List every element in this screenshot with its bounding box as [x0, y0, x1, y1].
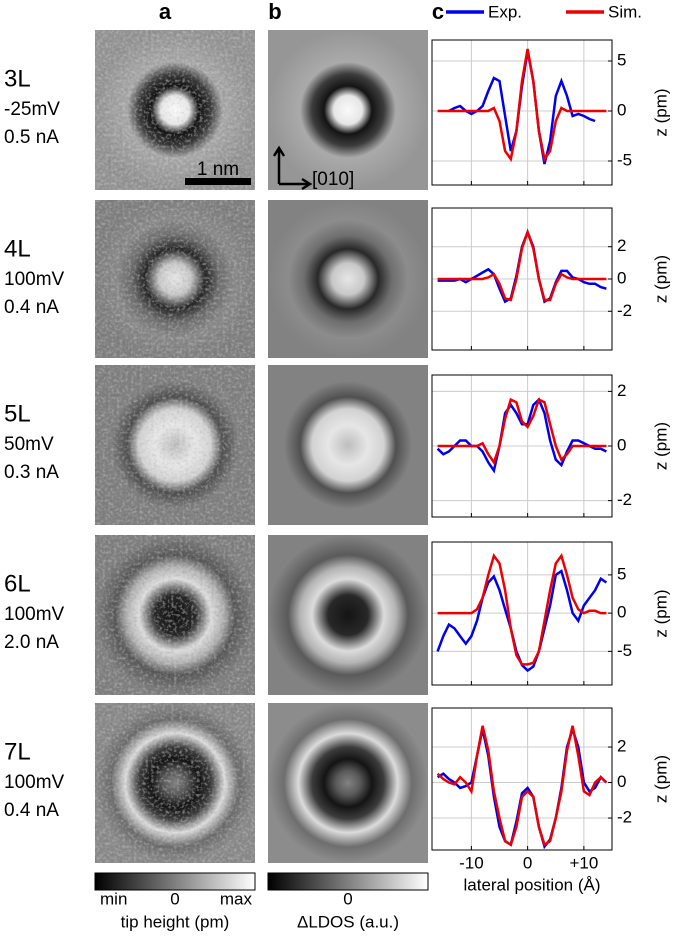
y-axis-label: z (pm): [651, 88, 670, 136]
data-line: [436, 725, 608, 847]
panel-label: a: [159, 0, 172, 24]
layer-label: 7L: [4, 738, 31, 765]
bias-label: 100mV: [4, 604, 65, 625]
y-axis-label: z (pm): [651, 255, 670, 303]
panel-label: c: [432, 0, 444, 24]
ldos-image: [268, 200, 428, 358]
plot-frame: [431, 39, 613, 186]
data-line: [437, 228, 607, 302]
y-axis-label: z (pm): [651, 589, 670, 637]
y-tick-label: 5: [617, 50, 626, 69]
layer-label: 4L: [4, 235, 31, 262]
ldos-image: [268, 365, 428, 525]
stm-image: [95, 535, 255, 695]
panel-label: b: [268, 0, 281, 24]
x-tick-label: 0: [523, 853, 532, 872]
y-tick-label: 5: [617, 564, 626, 583]
legend-label: Exp.: [488, 2, 522, 21]
y-tick-label: -2: [617, 490, 632, 509]
colorbar: [94, 872, 256, 891]
colorbar-zero: 0: [343, 889, 352, 908]
y-tick-label: -5: [617, 641, 632, 660]
stm-image: [95, 200, 255, 358]
data-line: [436, 569, 608, 673]
data-line: [437, 48, 607, 163]
stm-image: [95, 30, 255, 190]
current-label: 0.4 nA: [4, 800, 59, 821]
stm-image: [95, 703, 255, 863]
plot-frame: [431, 707, 613, 851]
data-line: [436, 725, 608, 850]
x-axis-label: lateral position (Å): [463, 875, 600, 894]
current-label: 0.5 nA: [4, 127, 59, 148]
y-tick-label: 2: [617, 381, 626, 400]
data-line: [448, 50, 596, 165]
colorbar-zero: 0: [170, 889, 179, 908]
data-line: [437, 397, 607, 466]
y-axis-label: z (pm): [651, 422, 670, 470]
colorbar-label: tip height (pm): [121, 912, 230, 931]
colorbar: [267, 872, 429, 891]
colorbar-min: min: [100, 889, 127, 908]
direction-arrows: [272, 145, 313, 191]
plot-frame: [431, 207, 613, 351]
images: [95, 30, 428, 863]
y-tick-label: 0: [617, 100, 626, 119]
plot-frame: [431, 541, 613, 686]
x-tick-label: +10: [569, 853, 598, 872]
scale-bar: [185, 178, 251, 185]
y-axis-label: z (pm): [651, 755, 670, 803]
bias-label: 50mV: [4, 434, 54, 455]
colorbar-label: ΔLDOS (a.u.): [297, 912, 399, 931]
data-line: [436, 397, 607, 474]
ldos-image: [268, 30, 428, 190]
stm-image: [95, 365, 255, 525]
colorbar-max: max: [220, 889, 253, 908]
bias-label: 100mV: [4, 269, 65, 290]
ldos-image: [268, 703, 428, 863]
y-tick-label: 0: [617, 435, 626, 454]
current-label: 0.4 nA: [4, 297, 59, 318]
x-tick-label: -10: [459, 853, 484, 872]
y-tick-label: -2: [617, 301, 632, 320]
y-tick-label: -2: [617, 808, 632, 827]
scale-bar-label: 1 nm: [197, 159, 239, 180]
legend-label: Sim.: [608, 2, 642, 21]
y-tick-label: 0: [617, 603, 626, 622]
bias-label: 100mV: [4, 772, 65, 793]
current-label: 2.0 nA: [4, 632, 59, 653]
y-tick-label: 0: [617, 268, 626, 287]
y-tick-label: 0: [617, 772, 626, 791]
data-line: [437, 228, 607, 304]
bias-label: -25mV: [4, 99, 60, 120]
current-label: 0.3 nA: [4, 462, 59, 483]
ldos-image: [268, 535, 428, 695]
data-line: [437, 553, 607, 666]
y-tick-label: 2: [617, 737, 626, 756]
layer-label: 3L: [4, 65, 31, 92]
layer-label: 5L: [4, 400, 31, 427]
plot-frame: [431, 374, 613, 518]
y-tick-label: -5: [617, 150, 632, 169]
direction-label: [010]: [312, 169, 354, 190]
layer-label: 6L: [4, 570, 31, 597]
y-tick-label: 2: [617, 236, 626, 255]
